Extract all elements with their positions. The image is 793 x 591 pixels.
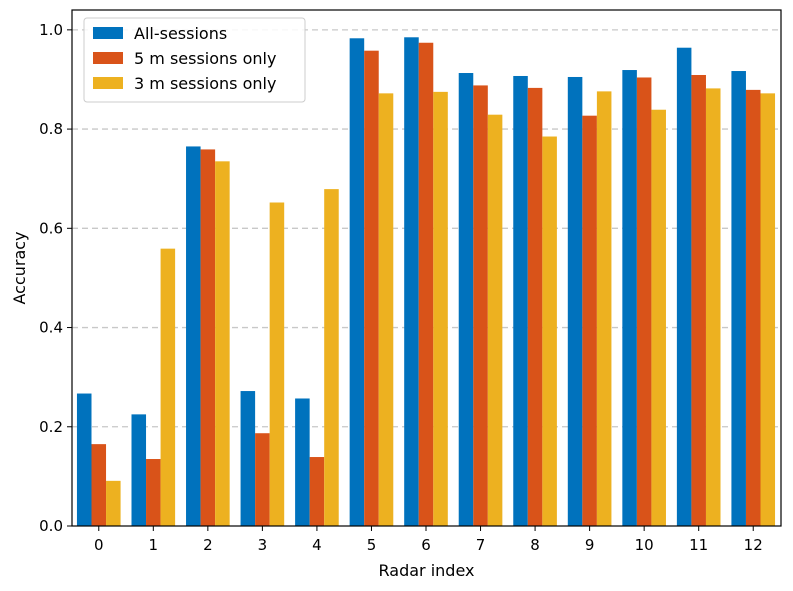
bar [131, 414, 147, 526]
bar [731, 71, 746, 527]
bar [324, 189, 339, 526]
legend-box [83, 17, 306, 103]
bar [676, 47, 692, 526]
bar [760, 93, 776, 526]
bar [596, 91, 612, 526]
x-tick-label: 0 [94, 536, 104, 554]
y-tick-label: 0.4 [39, 319, 63, 337]
bar [622, 70, 637, 527]
bar [705, 88, 721, 527]
y-tick-label: 0.8 [39, 120, 63, 138]
bar [146, 459, 161, 526]
bar [240, 391, 256, 526]
bar [527, 87, 543, 527]
legend-swatch [93, 77, 123, 89]
bar [349, 38, 365, 527]
y-tick-label: 0.0 [39, 517, 63, 535]
legend-swatch [93, 27, 123, 39]
bar [404, 37, 419, 527]
bar [487, 114, 503, 526]
bar [364, 50, 379, 526]
bar [255, 433, 270, 526]
x-tick-label: 6 [421, 536, 431, 554]
x-tick-label: 7 [476, 536, 486, 554]
y-axis-ticks: 0.0 0.2 0.4 0.6 0.8 1.0 [39, 21, 72, 535]
bar [106, 480, 121, 526]
x-tick-label: 11 [689, 536, 708, 554]
legend-swatch [93, 52, 123, 64]
bar [567, 76, 583, 526]
bar [433, 91, 448, 526]
bar [309, 457, 325, 526]
bar [636, 77, 652, 526]
bar [745, 89, 761, 526]
x-tick-label: 10 [635, 536, 654, 554]
bar [513, 75, 528, 526]
x-tick-label: 5 [367, 536, 377, 554]
bar [186, 146, 201, 526]
bar [160, 248, 176, 526]
legend-label: 3 m sessions only [134, 74, 276, 93]
bar [458, 73, 474, 526]
x-tick-label: 9 [585, 536, 595, 554]
bar [378, 93, 394, 526]
bar [651, 109, 666, 526]
bar [582, 115, 597, 526]
bar [76, 393, 92, 526]
bar [91, 444, 107, 526]
x-tick-label: 1 [149, 536, 159, 554]
x-tick-label: 3 [258, 536, 268, 554]
legend: All-sessions 5 m sessions only 3 m session… [83, 17, 306, 103]
legend-label: 5 m sessions only [134, 49, 276, 68]
x-tick-label: 4 [312, 536, 322, 554]
bar [691, 74, 706, 526]
y-tick-label: 1.0 [39, 21, 63, 39]
bar [542, 136, 557, 526]
x-tick-label: 12 [744, 536, 763, 554]
x-tick-label: 2 [203, 536, 213, 554]
legend-label: All-sessions [134, 24, 227, 43]
y-tick-label: 0.2 [39, 418, 63, 436]
x-axis-ticks: 0 1 2 3 4 5 6 7 8 9 10 11 12 [94, 526, 763, 554]
y-tick-label: 0.6 [39, 219, 63, 237]
bar [215, 161, 230, 527]
bar [200, 149, 216, 526]
y-axis-label: Accuracy [10, 231, 29, 304]
x-axis-label: Radar index [379, 561, 475, 580]
bar [418, 42, 434, 526]
bar [473, 85, 488, 527]
bar [295, 398, 310, 526]
x-tick-label: 8 [530, 536, 540, 554]
bars [76, 37, 776, 527]
bar [269, 202, 285, 526]
